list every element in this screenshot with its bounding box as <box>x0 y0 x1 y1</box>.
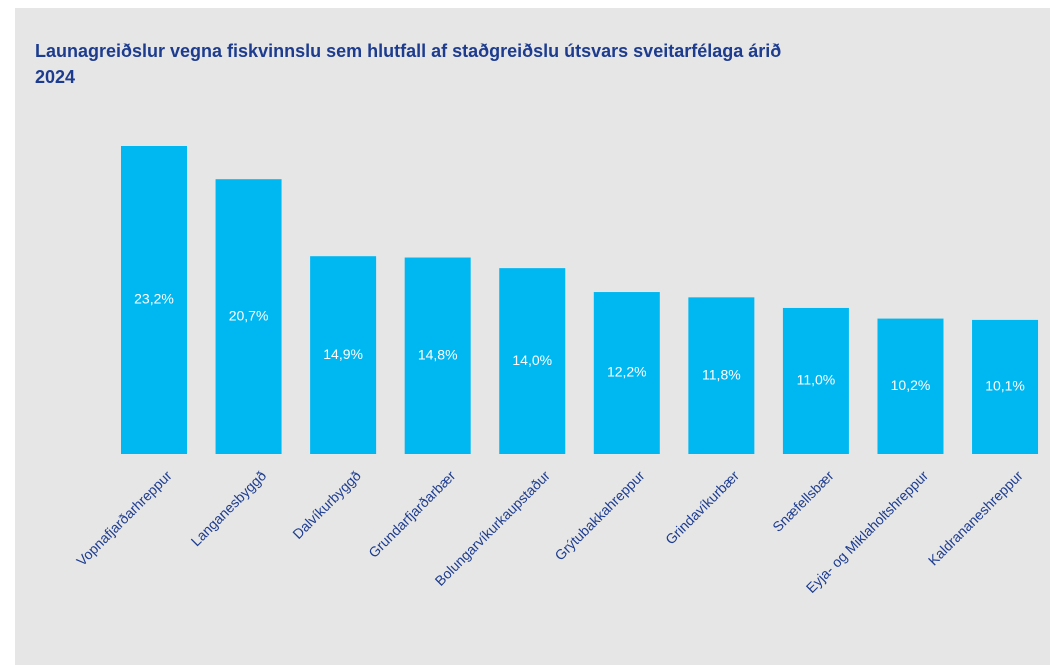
data-label: 11,8% <box>702 366 741 382</box>
bar <box>688 297 755 454</box>
data-label: 11,0% <box>797 372 836 388</box>
bar <box>121 146 187 454</box>
data-label: 10,2% <box>891 377 931 393</box>
x-tick-label: Grindavíkurbær <box>662 467 742 547</box>
data-label: 20,7% <box>229 307 269 323</box>
data-label: 14,8% <box>418 346 458 362</box>
data-label: 10,1% <box>985 378 1025 394</box>
x-tick-label: Langanesbyggð <box>188 467 270 549</box>
bar <box>972 319 1039 454</box>
bar <box>593 292 660 454</box>
bar <box>404 257 471 454</box>
x-tick-label: Grýtubakkahreppur <box>551 467 647 563</box>
data-label: 23,2% <box>134 291 174 307</box>
x-tick-label: Grundarfjarðarbær <box>365 467 459 561</box>
x-tick-label: Vopnafjarðarhreppur <box>73 467 175 569</box>
bar <box>310 256 377 454</box>
data-label: 14,9% <box>323 346 363 362</box>
data-label: 12,2% <box>607 364 647 380</box>
x-tick-label: Dalvíkurbyggð <box>289 467 364 542</box>
bar <box>877 318 944 454</box>
bar <box>215 179 282 455</box>
chart-title: Launagreiðslur vegna fiskvinnslu sem hlu… <box>35 41 782 87</box>
bar <box>782 307 849 454</box>
data-label: 14,0% <box>512 352 552 368</box>
x-tick-label: Snæfellsbær <box>769 467 837 535</box>
x-tick-label: Kaldrananeshreppur <box>925 467 1026 568</box>
bar <box>499 268 566 454</box>
